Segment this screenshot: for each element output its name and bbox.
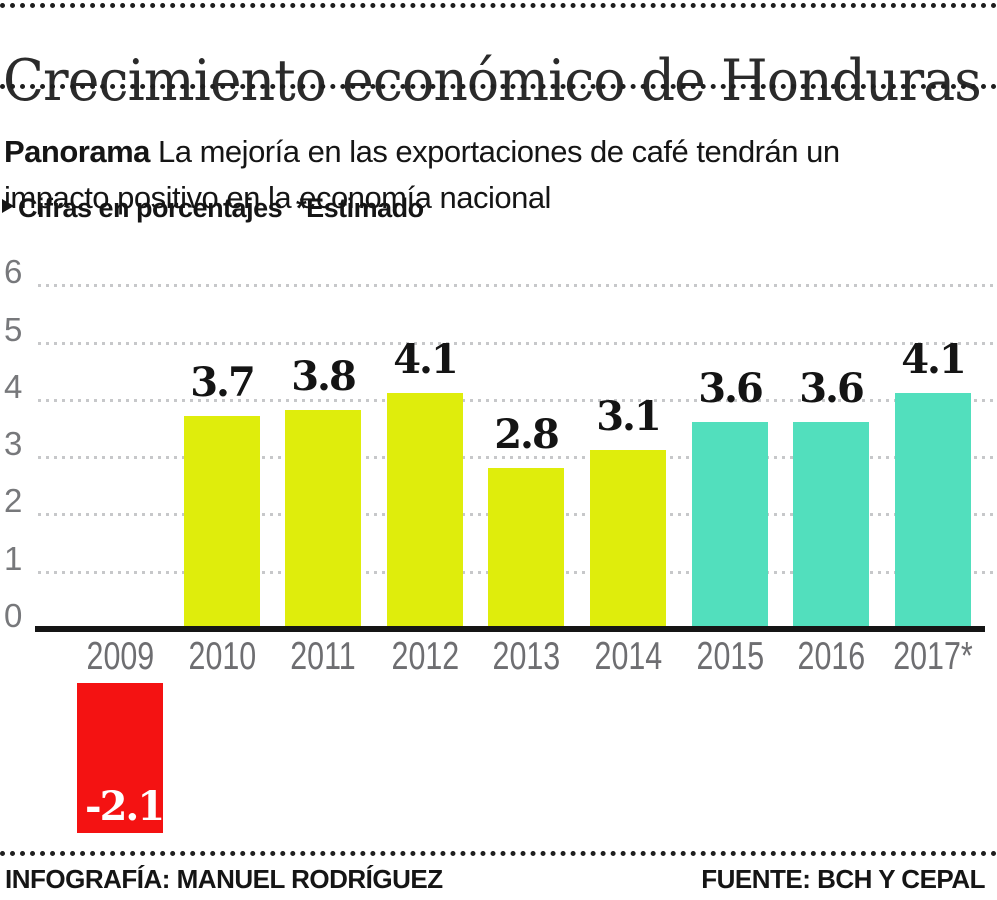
x-axis-label-text: 2016 (797, 635, 865, 678)
bar-2016 (793, 422, 869, 632)
y-axis-label: 5 (4, 311, 23, 348)
bar-2017* (895, 393, 971, 632)
x-axis-line (35, 626, 985, 632)
page-title: Crecimiento económico de Honduras (3, 48, 982, 115)
gridline (38, 399, 993, 402)
x-axis-label: 2015 (660, 636, 800, 678)
gridline (38, 342, 993, 345)
y-axis-label: 3 (4, 425, 23, 462)
bar-value-label: 3.6 (799, 365, 865, 412)
subtitle-line1: Panorama La mejoría en las exportaciones… (4, 134, 840, 169)
bar-2012 (387, 393, 463, 632)
x-axis-label: 2010 (152, 636, 292, 678)
bar-2011 (285, 410, 361, 632)
y-axis-label: 4 (4, 368, 23, 405)
infographic-credit: INFOGRAFÍA: MANUEL RODRÍGUEZ (5, 864, 443, 894)
top-dotted-rule (0, 3, 997, 8)
chart-note-label: Cifras en porcentajes (18, 193, 283, 223)
bar-value-label: 3.7 (190, 359, 256, 406)
footer: INFOGRAFÍA: MANUEL RODRÍGUEZ FUENTE: BCH… (5, 864, 985, 894)
x-axis-label-text: 2012 (391, 635, 459, 678)
bar-value-label: 4.1 (901, 336, 967, 383)
subtitle: Panorama La mejoría en las exportaciones… (4, 129, 840, 221)
bar-2009: -2.1 (77, 683, 165, 833)
title-dotted-rule (0, 84, 997, 89)
source-credit: FUENTE: BCH Y CEPAL (701, 864, 985, 894)
x-axis-label: 2011 (253, 636, 393, 678)
bar-value-label: 4.1 (393, 336, 459, 383)
kicker: Panorama (4, 134, 150, 169)
bar-value-label: 3.6 (698, 365, 764, 412)
x-axis-label-text: 2017* (893, 635, 973, 678)
chart-note: Cifras en porcentajes *Estimado (2, 192, 424, 224)
estimated-note: *Estimado (296, 193, 424, 223)
bar-2014 (590, 450, 666, 632)
bar-value-label: 3.8 (291, 353, 357, 400)
x-axis-label: 2014 (558, 636, 698, 678)
y-axis-label: 6 (4, 253, 23, 290)
x-axis-label-text: 2009 (86, 635, 154, 678)
bar-2015 (692, 422, 768, 632)
bar-2010 (184, 416, 260, 632)
x-axis-label: 2016 (761, 636, 901, 678)
x-axis-label: 2009 (50, 636, 190, 678)
gridline (38, 456, 993, 459)
bar-2013 (488, 468, 564, 632)
x-axis-label-text: 2011 (290, 635, 356, 678)
y-axis-label: 0 (4, 597, 23, 634)
x-axis-label: 2013 (456, 636, 596, 678)
gridline (38, 284, 993, 287)
bar-value-label: 3.1 (596, 393, 662, 440)
x-axis-label: 2017* (863, 636, 997, 678)
footer-dotted-rule (0, 851, 997, 856)
y-axis-label: 2 (4, 482, 23, 519)
x-axis-label-text: 2010 (188, 635, 256, 678)
bar-value-label: 2.8 (494, 411, 560, 458)
triangle-bullet-icon (2, 199, 14, 213)
y-axis-label: 1 (4, 540, 23, 577)
x-axis-label: 2012 (355, 636, 495, 678)
bar-value-label: -2.1 (85, 783, 165, 830)
x-axis-label-text: 2015 (696, 635, 764, 678)
x-axis-label-text: 2014 (594, 635, 662, 678)
subtitle-line2: impacto positivo en la economía nacional (4, 180, 551, 215)
x-axis-label-text: 2013 (492, 635, 560, 678)
